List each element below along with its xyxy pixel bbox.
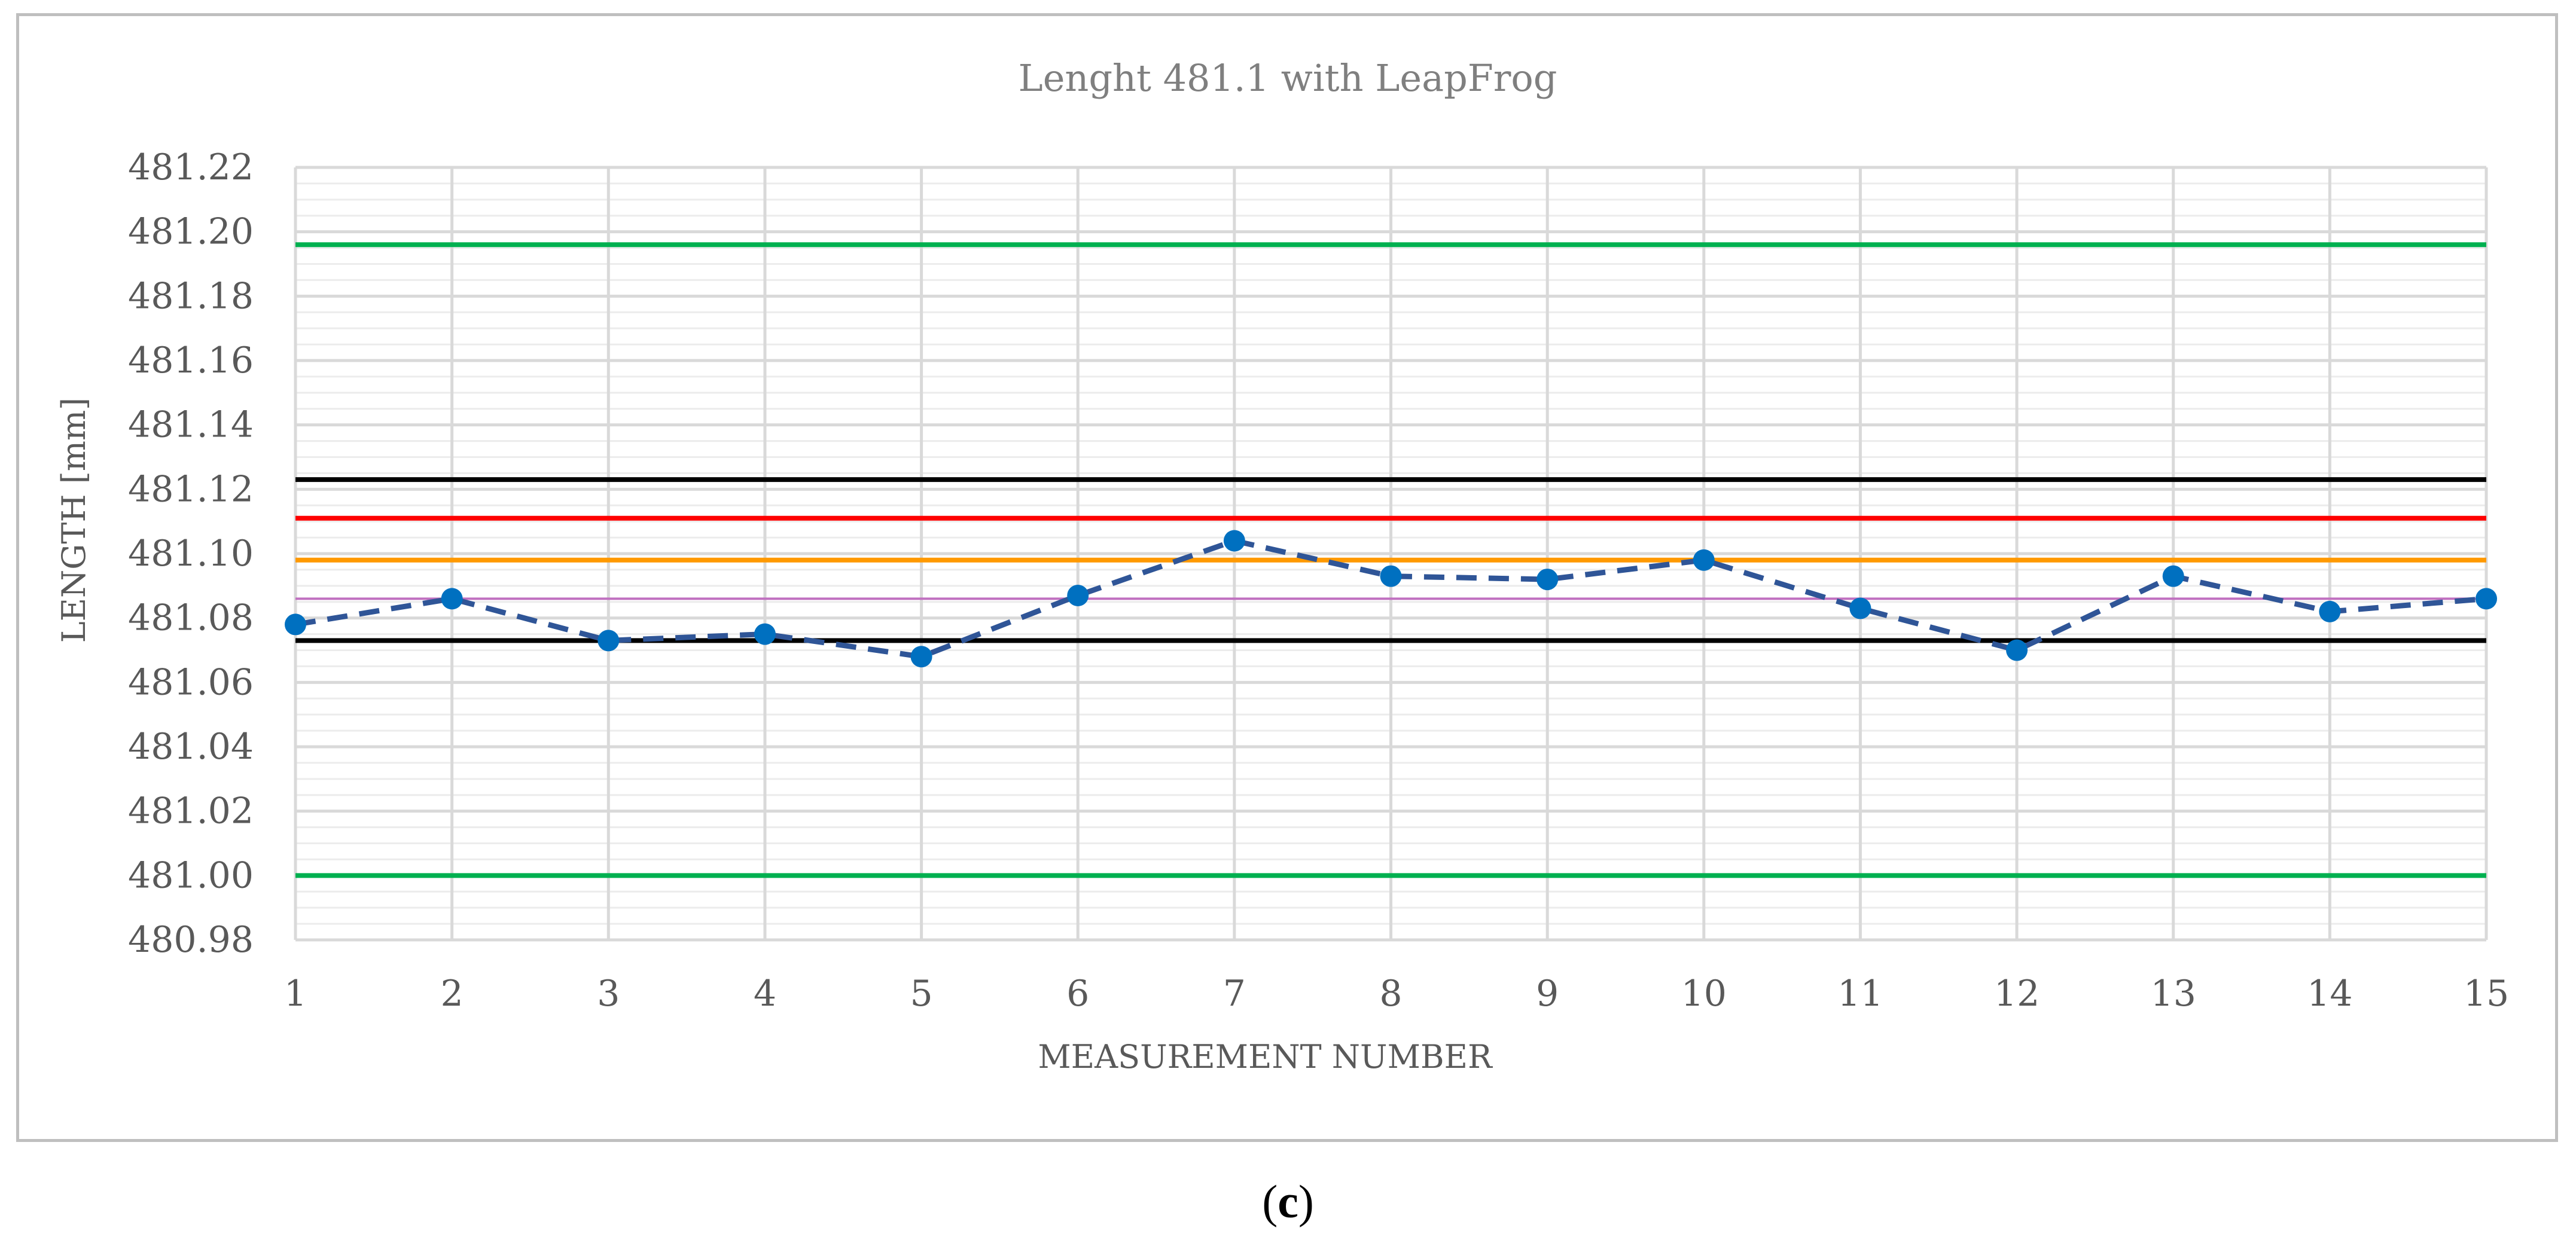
caption-open: ( bbox=[1262, 1175, 1278, 1227]
x-tick-label: 13 bbox=[2151, 973, 2196, 1015]
y-tick-label: 481.20 bbox=[128, 211, 254, 253]
y-tick-label: 480.98 bbox=[128, 919, 254, 961]
data-point bbox=[2006, 639, 2028, 661]
figure-caption: (c) bbox=[0, 1175, 2576, 1229]
x-tick-label: 2 bbox=[441, 973, 464, 1015]
reference-lines bbox=[295, 242, 2486, 878]
major-gridlines bbox=[294, 166, 2488, 942]
caption-close: ) bbox=[1298, 1175, 1314, 1227]
x-tick-label: 1 bbox=[284, 973, 307, 1015]
data-point bbox=[2319, 600, 2341, 622]
x-tick-label: 11 bbox=[1837, 973, 1883, 1015]
data-point bbox=[910, 646, 932, 668]
y-tick-label: 481.14 bbox=[128, 404, 254, 446]
chart-title: Lenght 481.1 with LeapFrog bbox=[1019, 56, 1557, 100]
x-tick-label: 3 bbox=[597, 973, 620, 1015]
caption-letter: c bbox=[1278, 1175, 1298, 1227]
y-tick-label: 481.04 bbox=[128, 726, 254, 768]
x-tick-label: 8 bbox=[1379, 973, 1402, 1015]
data-point bbox=[441, 588, 463, 610]
data-point bbox=[1067, 584, 1089, 606]
data-point bbox=[2476, 588, 2497, 610]
x-tick-label: 4 bbox=[754, 973, 776, 1015]
y-tick-label: 481.16 bbox=[128, 340, 254, 381]
data-point bbox=[285, 613, 306, 636]
y-tick-label: 481.02 bbox=[128, 790, 254, 832]
x-tick-label: 14 bbox=[2307, 973, 2352, 1015]
data-point bbox=[1223, 530, 1245, 552]
x-tick-label: 9 bbox=[1536, 973, 1559, 1015]
x-axis-label: MEASUREMENT NUMBER bbox=[1038, 1038, 1493, 1076]
y-tick-label: 481.00 bbox=[128, 854, 254, 896]
data-series bbox=[285, 530, 2497, 668]
x-tick-label: 12 bbox=[1994, 973, 2040, 1015]
data-point bbox=[754, 623, 776, 645]
y-tick-label: 481.10 bbox=[128, 533, 254, 575]
y-tick-label: 481.12 bbox=[128, 468, 254, 510]
data-point bbox=[2162, 565, 2184, 587]
data-point bbox=[1537, 569, 1559, 591]
y-tick-label: 481.18 bbox=[128, 275, 254, 317]
x-tick-label: 6 bbox=[1066, 973, 1089, 1015]
data-point bbox=[597, 630, 620, 652]
series-line bbox=[295, 538, 2487, 659]
y-tick-labels: 481.22 481.20 481.18 481.16 481.14 481.12 481.… bbox=[128, 146, 254, 961]
data-point bbox=[1693, 549, 1715, 571]
data-point bbox=[1849, 597, 1871, 619]
x-tick-label: 15 bbox=[2464, 973, 2509, 1015]
x-tick-label: 5 bbox=[910, 973, 932, 1015]
y-tick-label: 481.22 bbox=[128, 146, 254, 188]
y-tick-label: 481.06 bbox=[128, 661, 254, 703]
chart-frame bbox=[16, 13, 2558, 1142]
x-tick-label: 10 bbox=[1681, 973, 1727, 1015]
data-point bbox=[1380, 565, 1402, 587]
x-tick-label: 7 bbox=[1223, 973, 1246, 1015]
y-tick-label: 481.08 bbox=[128, 597, 254, 639]
y-axis-label: LENGTH [mm] bbox=[55, 398, 93, 643]
x-tick-labels: 1 2 3 4 5 6 7 8 9 10 11 12 13 14 15 bbox=[284, 973, 2509, 1015]
